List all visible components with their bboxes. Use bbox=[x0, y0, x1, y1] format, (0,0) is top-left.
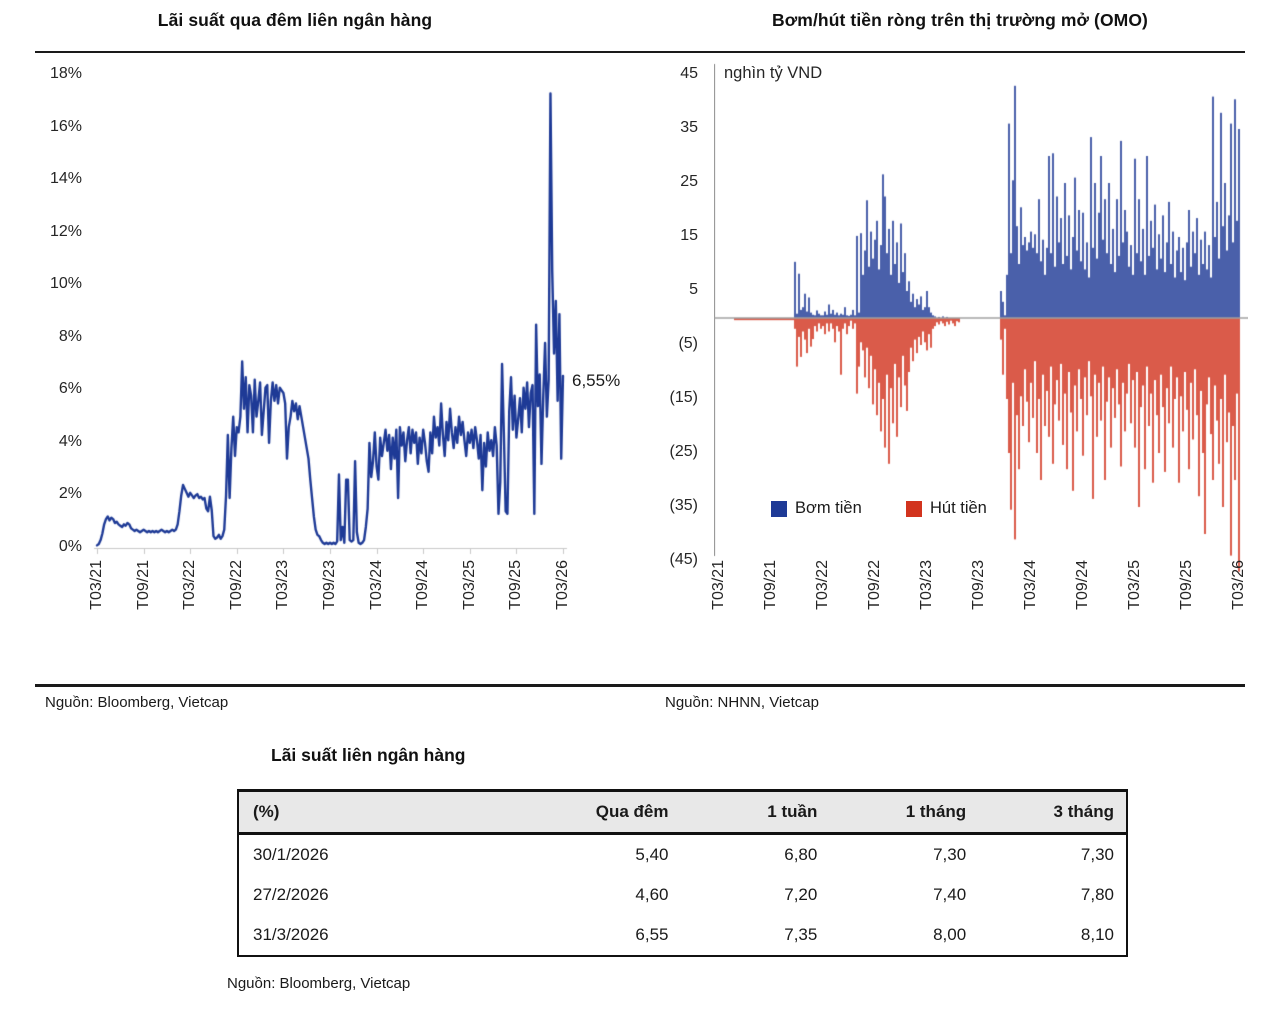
right-x-tick-label: T03/24 bbox=[1022, 560, 1039, 610]
rates-table-title: Lãi suất liên ngân hàng bbox=[271, 745, 466, 765]
left-y-tick-label: 0% bbox=[58, 538, 82, 556]
left-x-tick-label: T09/24 bbox=[414, 560, 432, 610]
left-x-tick-label: T03/21 bbox=[88, 560, 105, 610]
last-value-annotation: 6,55% bbox=[572, 371, 621, 390]
left-x-tick-label: T03/22 bbox=[181, 560, 199, 610]
table-date-cell: 27/2/2026 bbox=[253, 885, 329, 904]
interbank-overnight-rate-line-chart bbox=[90, 70, 568, 560]
right-chart-source: Nguồn: NHNN, Vietcap bbox=[665, 694, 819, 711]
left-y-tick-label: 2% bbox=[58, 485, 82, 503]
right-y-tick-label: (15) bbox=[669, 389, 698, 406]
right-y-tick-label: 45 bbox=[680, 65, 698, 82]
right-y-tick-label: 15 bbox=[680, 227, 698, 244]
right-x-tick-label: T03/22 bbox=[814, 560, 831, 610]
left-x-tick-label: T03/25 bbox=[460, 560, 478, 610]
left-y-tick-label: 10% bbox=[49, 275, 82, 293]
table-col-header: (%) bbox=[238, 790, 532, 835]
left-x-tick-label: T09/23 bbox=[321, 560, 338, 610]
right-y-tick-label: 35 bbox=[680, 119, 698, 136]
pump-legend-label: Bơm tiền bbox=[795, 499, 862, 517]
table-rate-cell: 7,20 bbox=[784, 885, 818, 904]
left-y-tick-label: 14% bbox=[49, 170, 82, 188]
right-y-tick-label: (25) bbox=[669, 443, 698, 460]
omo-net-injection-bar-chart bbox=[714, 62, 1248, 577]
table-rate-cell: 7,80 bbox=[1080, 885, 1114, 904]
right-x-tick-label: T09/23 bbox=[970, 560, 987, 610]
right-y-tick-label: 5 bbox=[689, 281, 698, 298]
right-y-tick-label: (35) bbox=[669, 497, 698, 514]
right-x-tick-label: T09/25 bbox=[1178, 560, 1195, 610]
right-x-tick-label: T03/25 bbox=[1126, 560, 1143, 610]
table-col-header: 3 tháng bbox=[978, 790, 1127, 835]
suck-legend-label: Hút tiền bbox=[930, 499, 987, 517]
table-col-header: 1 tháng bbox=[829, 790, 979, 835]
left-x-tick-label: T09/22 bbox=[227, 560, 245, 610]
table-rate-cell: 7,30 bbox=[1080, 845, 1114, 864]
table-rate-cell: 6,55 bbox=[635, 925, 669, 944]
right-y-tick-label: 25 bbox=[680, 173, 698, 190]
left-y-tick-label: 4% bbox=[58, 432, 82, 450]
table-col-header: Qua đêm bbox=[531, 790, 681, 835]
right-x-tick-label: T03/21 bbox=[710, 560, 727, 610]
right-x-tick-label: T03/26 bbox=[1230, 560, 1247, 610]
table-rate-cell: 7,35 bbox=[784, 925, 818, 944]
right-chart-unit-label: nghìn tỷ VND bbox=[724, 64, 823, 82]
table-rate-cell: 8,00 bbox=[933, 925, 967, 944]
left-x-tick-label: T09/25 bbox=[507, 560, 525, 610]
left-y-tick-label: 8% bbox=[58, 327, 82, 345]
left-x-tick-label: T03/26 bbox=[554, 560, 571, 610]
right-y-tick-label: (45) bbox=[669, 551, 698, 568]
left-x-tick-label: T03/24 bbox=[367, 560, 385, 610]
left-chart-title: Lãi suất qua đêm liên ngân hàng bbox=[157, 10, 433, 30]
left-y-tick-label: 12% bbox=[49, 222, 82, 240]
left-x-tick-label: T09/21 bbox=[134, 560, 152, 610]
table-date-cell: 31/3/2026 bbox=[253, 925, 329, 944]
suck-legend-swatch-icon bbox=[906, 501, 922, 517]
table-row: 31/3/2026 6,55 7,35 8,00 8,10 bbox=[238, 915, 1127, 956]
right-chart-title: Bơm/hút tiền ròng trên thị trường mở (OM… bbox=[772, 10, 1148, 30]
right-y-tick-label: (5) bbox=[678, 335, 698, 352]
source-divider-line bbox=[35, 684, 1245, 687]
table-rate-cell: 4,60 bbox=[635, 885, 669, 904]
pump-legend-swatch-icon bbox=[771, 501, 787, 517]
table-date-cell: 30/1/2026 bbox=[253, 845, 329, 864]
interbank-rates-table: (%) Qua đêm 1 tuần 1 tháng 3 tháng 30/1/2026… bbox=[237, 789, 1128, 957]
table-rate-cell: 7,40 bbox=[933, 885, 967, 904]
table-source: Nguồn: Bloomberg, Vietcap bbox=[227, 975, 411, 992]
table-rate-cell: 7,30 bbox=[933, 845, 967, 864]
right-x-tick-label: T09/22 bbox=[866, 560, 883, 610]
table-rate-cell: 5,40 bbox=[635, 845, 669, 864]
table-rate-cell: 6,80 bbox=[784, 845, 818, 864]
left-chart-source: Nguồn: Bloomberg, Vietcap bbox=[45, 694, 229, 711]
title-divider-line bbox=[35, 51, 1245, 53]
right-x-tick-label: T09/21 bbox=[762, 560, 779, 610]
table-row: 27/2/2026 4,60 7,20 7,40 7,80 bbox=[238, 875, 1127, 915]
table-rate-cell: 8,10 bbox=[1080, 925, 1114, 944]
table-col-header: 1 tuần bbox=[680, 790, 830, 835]
table-header-row: (%) Qua đêm 1 tuần 1 tháng 3 tháng bbox=[238, 790, 1127, 835]
table-row: 30/1/2026 5,40 6,80 7,30 7,30 bbox=[238, 834, 1127, 876]
left-y-tick-label: 18% bbox=[49, 65, 82, 82]
left-x-tick-label: T03/23 bbox=[274, 560, 292, 610]
right-x-tick-label: T03/23 bbox=[918, 560, 935, 610]
left-y-tick-label: 6% bbox=[58, 380, 82, 398]
right-x-tick-label: T09/24 bbox=[1074, 560, 1091, 610]
left-y-tick-label: 16% bbox=[49, 117, 82, 135]
